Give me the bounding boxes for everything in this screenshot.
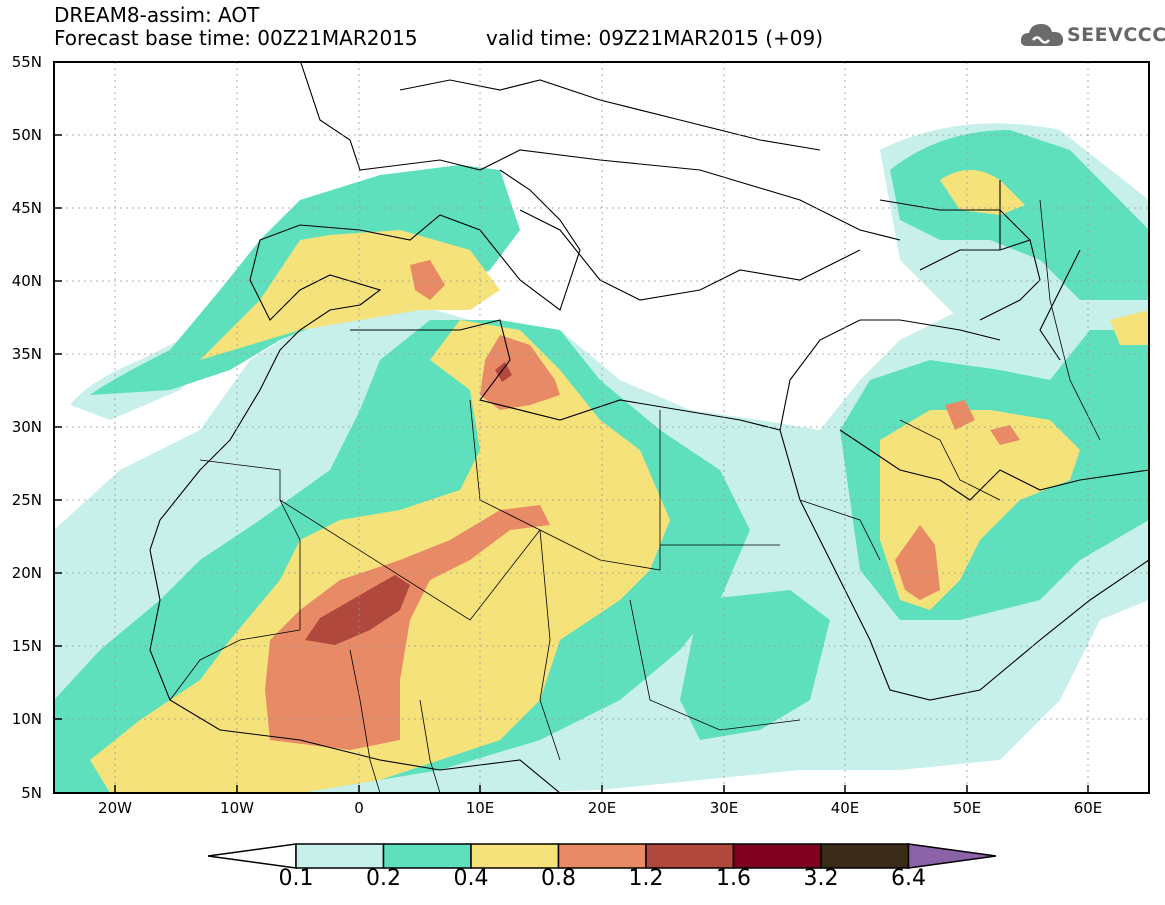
lat-label: 45N <box>11 199 42 217</box>
title-valid-time: valid time: 09Z21MAR2015 (+09) <box>486 26 824 50</box>
colorbar-bin-7 <box>820 843 910 869</box>
lat-label: 30N <box>11 418 42 436</box>
cloud-icon <box>1020 24 1064 46</box>
lon-label: 30E <box>709 799 739 817</box>
axis-ticks <box>54 134 1089 793</box>
colorbar-label: 0.4 <box>453 866 489 891</box>
colorbar-bin-5 <box>645 843 735 869</box>
seevccc-logo: SEEVCCC <box>1019 18 1165 52</box>
lon-label: 60E <box>1073 799 1103 817</box>
title-product: DREAM8-assim: AOT <box>54 3 260 27</box>
colorbar-lower-arrow <box>207 843 297 869</box>
colorbar-label: 1.6 <box>716 866 751 891</box>
lon-label: 20E <box>587 799 617 817</box>
lon-label: 10W <box>220 799 254 817</box>
lat-label: 5N <box>21 784 42 802</box>
colorbar-bin-1 <box>295 843 385 869</box>
lon-label: 50E <box>952 799 982 817</box>
colorbar-upper-arrow <box>907 843 997 869</box>
title-base-time: Forecast base time: 00Z21MAR2015 <box>54 26 418 50</box>
colorbar <box>207 843 997 869</box>
lon-label: 0 <box>354 799 364 817</box>
colorbar-label: 0.1 <box>278 866 314 891</box>
colorbar-label: 1.2 <box>628 866 664 891</box>
lat-label: 55N <box>11 53 42 71</box>
colorbar-bin-4 <box>557 843 647 869</box>
lon-label: 40E <box>830 799 860 817</box>
colorbar-bin-3 <box>470 843 560 869</box>
lat-label: 25N <box>11 491 42 509</box>
lat-label: 20N <box>11 564 42 582</box>
colorbar-label: 0.2 <box>366 866 401 891</box>
colorbar-label: 3.2 <box>803 866 839 891</box>
country-borders <box>169 199 1101 793</box>
lat-label: 50N <box>11 126 42 144</box>
lon-label: 20W <box>98 799 132 817</box>
logo-text: SEEVCCC <box>1067 24 1165 46</box>
colorbar-bin-6 <box>732 843 822 869</box>
lon-label: 10E <box>465 799 495 817</box>
lat-label: 10N <box>11 710 42 728</box>
lat-label: 40N <box>11 272 42 290</box>
gridlines <box>54 62 1149 793</box>
lat-label: 35N <box>11 345 42 363</box>
lat-label: 15N <box>11 637 42 655</box>
colorbar-label: 0.8 <box>541 866 576 891</box>
colorbar-bin-2 <box>382 843 472 869</box>
colorbar-label: 6.4 <box>891 866 926 891</box>
